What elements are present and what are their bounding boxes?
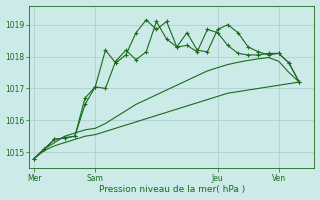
X-axis label: Pression niveau de la mer( hPa ): Pression niveau de la mer( hPa ) bbox=[99, 185, 245, 194]
